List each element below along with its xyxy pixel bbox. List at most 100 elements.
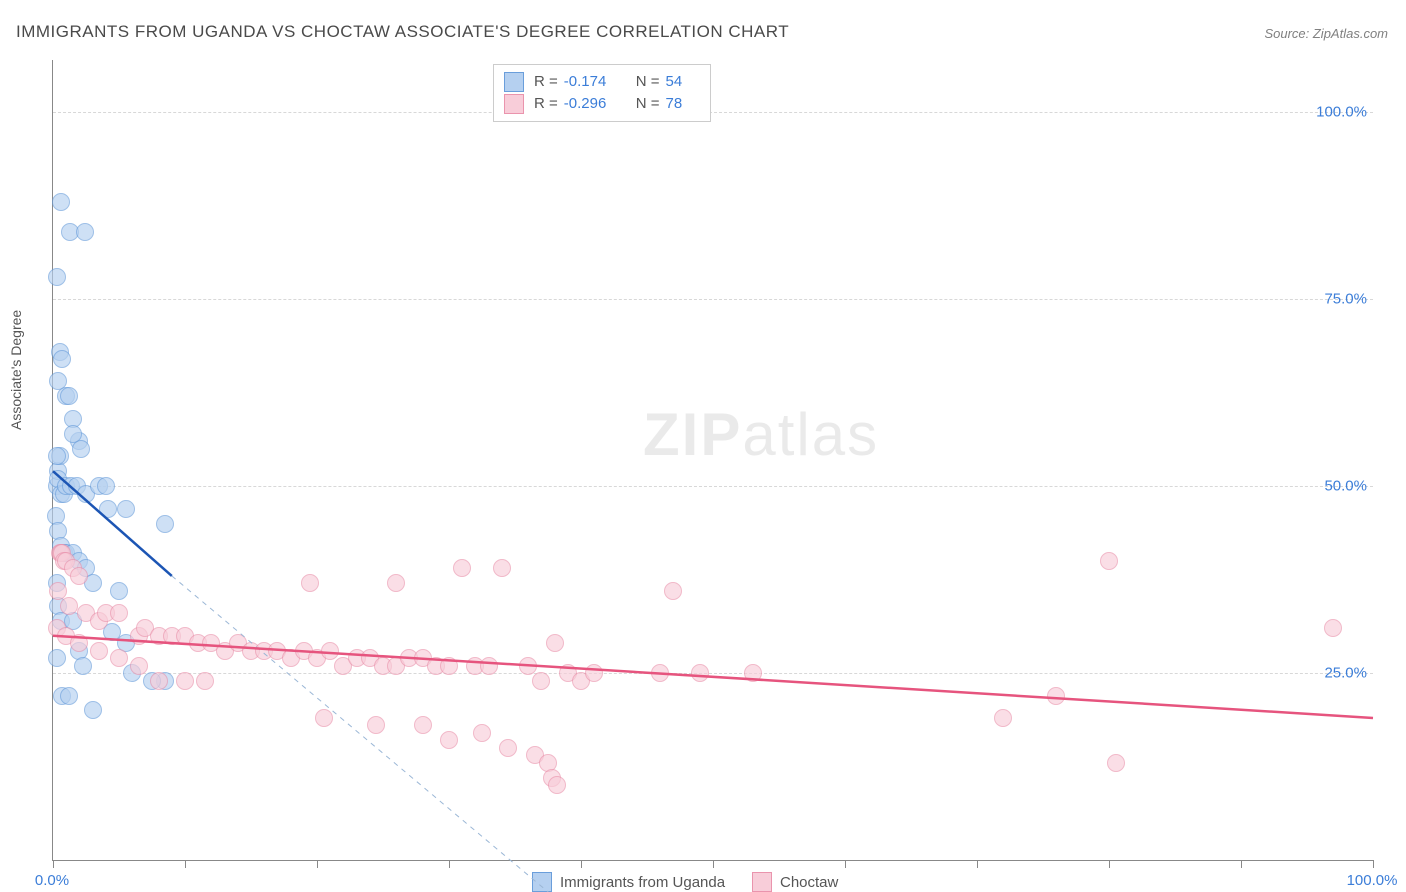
scatter-point bbox=[651, 664, 669, 682]
scatter-point bbox=[1107, 754, 1125, 772]
r-label: R = bbox=[534, 93, 558, 115]
legend-swatch bbox=[504, 94, 524, 114]
x-tick bbox=[713, 860, 714, 868]
scatter-point bbox=[440, 731, 458, 749]
scatter-point bbox=[110, 604, 128, 622]
x-tick bbox=[581, 860, 582, 868]
scatter-point bbox=[90, 642, 108, 660]
scatter-point bbox=[196, 672, 214, 690]
scatter-point bbox=[48, 447, 66, 465]
scatter-point bbox=[1047, 687, 1065, 705]
series-b-label: Choctaw bbox=[780, 874, 838, 891]
scatter-point bbox=[664, 582, 682, 600]
n-label: N = bbox=[636, 71, 660, 93]
x-tick bbox=[845, 860, 846, 868]
y-tick-label: 100.0% bbox=[1316, 104, 1367, 121]
scatter-point bbox=[548, 776, 566, 794]
scatter-point bbox=[1100, 552, 1118, 570]
scatter-point bbox=[150, 672, 168, 690]
series-a-swatch bbox=[532, 872, 552, 892]
y-axis-label: Associate's Degree bbox=[8, 310, 24, 430]
correlation-legend: R = -0.174 N = 54 R = -0.296 N = 78 bbox=[493, 64, 711, 122]
scatter-point bbox=[744, 664, 762, 682]
scatter-point bbox=[493, 559, 511, 577]
scatter-point bbox=[532, 672, 550, 690]
scatter-point bbox=[414, 716, 432, 734]
bottom-legend-series-a: Immigrants from Uganda bbox=[532, 872, 725, 892]
plot-area: ZIPatlas R = -0.174 N = 54 R = -0.296 N = 78 25… bbox=[52, 60, 1373, 861]
scatter-point bbox=[585, 664, 603, 682]
scatter-point bbox=[70, 567, 88, 585]
series-a-label: Immigrants from Uganda bbox=[560, 874, 725, 891]
x-tick bbox=[185, 860, 186, 868]
scatter-point bbox=[440, 657, 458, 675]
scatter-point bbox=[176, 672, 194, 690]
n-value: 78 bbox=[666, 93, 696, 115]
bottom-legend-series-b: Choctaw bbox=[752, 872, 838, 892]
scatter-point bbox=[519, 657, 537, 675]
r-value: -0.174 bbox=[564, 71, 626, 93]
scatter-point bbox=[74, 657, 92, 675]
scatter-point bbox=[99, 500, 117, 518]
n-value: 54 bbox=[666, 71, 696, 93]
r-value: -0.296 bbox=[564, 93, 626, 115]
scatter-point bbox=[367, 716, 385, 734]
x-tick bbox=[317, 860, 318, 868]
gridline bbox=[53, 486, 1373, 487]
scatter-point bbox=[387, 574, 405, 592]
n-label: N = bbox=[636, 93, 660, 115]
watermark-atlas: atlas bbox=[742, 401, 879, 468]
y-tick-label: 75.0% bbox=[1324, 291, 1367, 308]
scatter-point bbox=[97, 477, 115, 495]
scatter-point bbox=[64, 425, 82, 443]
correlation-legend-row: R = -0.296 N = 78 bbox=[504, 93, 696, 115]
x-tick bbox=[53, 860, 54, 868]
chart-container: IMMIGRANTS FROM UGANDA VS CHOCTAW ASSOCI… bbox=[0, 0, 1406, 892]
scatter-point bbox=[84, 701, 102, 719]
scatter-point bbox=[473, 724, 491, 742]
watermark-zip: ZIP bbox=[643, 401, 742, 468]
gridline bbox=[53, 673, 1373, 674]
x-tick bbox=[449, 860, 450, 868]
x-tick bbox=[977, 860, 978, 868]
scatter-point bbox=[60, 687, 78, 705]
scatter-point bbox=[60, 597, 78, 615]
scatter-point bbox=[321, 642, 339, 660]
scatter-point bbox=[110, 582, 128, 600]
watermark: ZIPatlas bbox=[643, 400, 879, 469]
source-label: Source: ZipAtlas.com bbox=[1264, 26, 1388, 41]
series-b-swatch bbox=[752, 872, 772, 892]
scatter-point bbox=[70, 634, 88, 652]
scatter-point bbox=[130, 657, 148, 675]
scatter-point bbox=[1324, 619, 1342, 637]
scatter-point bbox=[994, 709, 1012, 727]
scatter-point bbox=[110, 649, 128, 667]
scatter-point bbox=[156, 515, 174, 533]
correlation-legend-row: R = -0.174 N = 54 bbox=[504, 71, 696, 93]
scatter-point bbox=[315, 709, 333, 727]
legend-swatch bbox=[504, 72, 524, 92]
y-tick-label: 25.0% bbox=[1324, 665, 1367, 682]
gridline bbox=[53, 112, 1373, 113]
trend-lines-svg bbox=[53, 60, 1373, 860]
scatter-point bbox=[546, 634, 564, 652]
x-tick bbox=[1241, 860, 1242, 868]
r-label: R = bbox=[534, 71, 558, 93]
scatter-point bbox=[76, 223, 94, 241]
scatter-point bbox=[691, 664, 709, 682]
scatter-point bbox=[60, 387, 78, 405]
scatter-point bbox=[117, 500, 135, 518]
y-tick-label: 50.0% bbox=[1324, 478, 1367, 495]
gridline bbox=[53, 299, 1373, 300]
scatter-point bbox=[53, 350, 71, 368]
x-axis-min-label: 0.0% bbox=[35, 872, 69, 889]
scatter-point bbox=[52, 193, 70, 211]
x-tick bbox=[1109, 860, 1110, 868]
scatter-point bbox=[499, 739, 517, 757]
x-axis-max-label: 100.0% bbox=[1347, 872, 1398, 889]
scatter-point bbox=[48, 268, 66, 286]
scatter-point bbox=[480, 657, 498, 675]
scatter-point bbox=[453, 559, 471, 577]
scatter-point bbox=[48, 649, 66, 667]
scatter-point bbox=[301, 574, 319, 592]
